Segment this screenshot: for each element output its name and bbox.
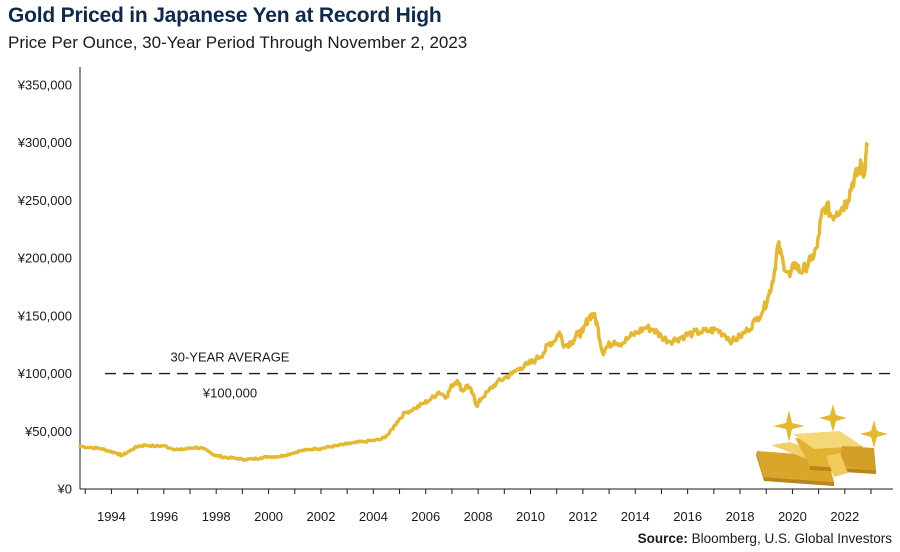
x-tick-label: 2006	[411, 509, 440, 524]
x-tick-label: 2018	[726, 509, 755, 524]
series-group	[78, 142, 869, 462]
y-axis: ¥0 ¥50,000 ¥100,000 ¥150,000 ¥200,000 ¥250,00…	[17, 67, 81, 497]
x-tick-label: 2010	[516, 509, 545, 524]
y-tick-label: ¥150,000	[17, 308, 72, 323]
x-tick-label: 2020	[778, 509, 807, 524]
y-tick-label: ¥200,000	[17, 251, 72, 266]
source-text: Bloomberg, U.S. Global Investors	[687, 531, 892, 546]
x-axis: 1994 1996 1998 2000 2002 2004 2006 2008 2010 2012…	[80, 488, 893, 524]
y-tick-label: ¥100,000	[17, 366, 72, 381]
x-tick-label: 2002	[307, 509, 336, 524]
sparkle-icon	[773, 404, 888, 448]
x-tick-label: 2008	[464, 509, 493, 524]
source-label: Source:	[637, 531, 688, 546]
reference-line-group: 30-YEAR AVERAGE ¥100,000	[105, 350, 893, 401]
chart-subtitle: Price Per Ounce, 30-Year Period Through …	[8, 33, 468, 52]
y-tick-label: ¥350,000	[17, 78, 72, 93]
gold-price-line	[78, 142, 869, 462]
x-tick-label: 1994	[97, 509, 126, 524]
average-value-label: ¥100,000	[202, 386, 257, 401]
x-tick-label: 2000	[254, 509, 283, 524]
x-tick-label: 1996	[149, 509, 178, 524]
x-tick-label: 1998	[202, 509, 231, 524]
y-tick-label: ¥50,000	[24, 424, 72, 439]
x-tick-label: 2022	[830, 509, 859, 524]
chart-title: Gold Priced in Japanese Yen at Record Hi…	[8, 4, 442, 27]
y-tick-label: ¥0	[57, 482, 72, 497]
source-note: Source: Bloomberg, U.S. Global Investors	[638, 531, 892, 546]
average-label: 30-YEAR AVERAGE	[171, 350, 290, 365]
gold-bars-icon	[756, 431, 876, 486]
y-tick-label: ¥250,000	[17, 193, 72, 208]
x-tick-label: 2004	[359, 509, 388, 524]
x-tick-label: 2016	[673, 509, 702, 524]
x-tick-label: 2012	[568, 509, 597, 524]
x-tick-label: 2014	[621, 509, 650, 524]
y-tick-label: ¥300,000	[17, 135, 72, 150]
